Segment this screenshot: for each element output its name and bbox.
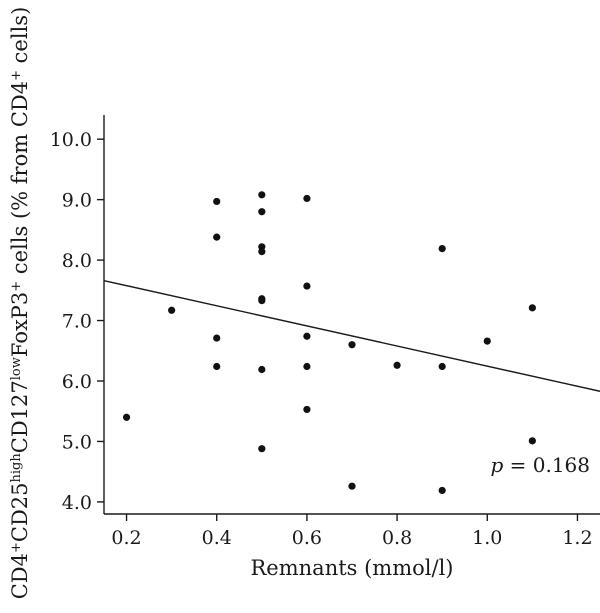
y-tick-label: 4.0 [62, 492, 92, 514]
data-point [438, 245, 446, 253]
x-axis-title: Remnants (mmol/l) [251, 556, 454, 580]
data-point [528, 437, 536, 445]
data-point [122, 413, 131, 421]
data-point [528, 304, 536, 312]
y-title-cd4: CD4 [8, 553, 32, 599]
data-points [122, 191, 536, 495]
data-point [303, 362, 311, 371]
x-tick-label: 1.2 [562, 527, 592, 549]
y-title-foxp3-sup: + [9, 281, 24, 292]
p-value-annotation: p = 0.168 [490, 453, 590, 477]
axes [103, 115, 600, 515]
data-point [438, 486, 446, 495]
y-title-cd25-sup: high [9, 453, 24, 483]
data-point [258, 296, 266, 305]
data-point [303, 332, 311, 340]
p-symbol: p [490, 453, 503, 477]
y-ticks: 4.0 5.0 6.0 7.0 8.0 9.0 10.0 [50, 129, 104, 514]
data-point [303, 282, 311, 290]
y-tick-label: 9.0 [62, 190, 92, 212]
data-point [258, 191, 266, 199]
data-point [393, 361, 401, 369]
data-point [258, 208, 266, 216]
y-tick-label: 5.0 [62, 431, 92, 453]
p-value-text: = 0.168 [503, 453, 590, 477]
y-title-foxp3: FoxP3 [8, 292, 32, 357]
y-title-cd127: CD127 [8, 380, 32, 453]
y-title-cd4b-sup: + [9, 70, 24, 81]
data-point [483, 337, 491, 345]
data-point [213, 233, 221, 241]
y-title-cd25: CD25 [8, 482, 32, 542]
x-tick-label: 0.2 [111, 527, 141, 549]
y-title-cd127-sup: low [9, 357, 24, 380]
data-point [168, 306, 176, 314]
data-point [438, 362, 446, 371]
data-point [213, 197, 221, 206]
x-tick-label: 1.0 [472, 527, 502, 549]
data-point [258, 248, 266, 256]
data-point [348, 482, 356, 490]
y-title-cd4-sup: + [9, 542, 24, 553]
x-tick-label: 0.6 [292, 527, 322, 549]
data-point [213, 362, 221, 371]
y-axis-title: CD4+CD25highCD127lowFoxP3+ cells (% from… [8, 7, 32, 600]
y-tick-label: 10.0 [50, 129, 92, 151]
data-point [258, 365, 266, 374]
data-point [348, 341, 356, 349]
data-point [213, 334, 221, 342]
x-tick-label: 0.8 [382, 527, 412, 549]
y-title-end: cells) [8, 7, 32, 70]
x-tick-label: 0.4 [202, 527, 232, 549]
y-title-cells: cells (% from CD4 [8, 81, 32, 281]
data-point [303, 194, 311, 203]
x-ticks: 0.2 0.4 0.6 0.8 1.0 1.2 [111, 514, 593, 549]
y-tick-label: 7.0 [62, 311, 92, 333]
data-point [258, 445, 266, 453]
y-tick-label: 6.0 [62, 371, 92, 393]
trend-line [103, 279, 600, 392]
data-point [303, 405, 311, 414]
y-tick-label: 8.0 [62, 250, 92, 272]
